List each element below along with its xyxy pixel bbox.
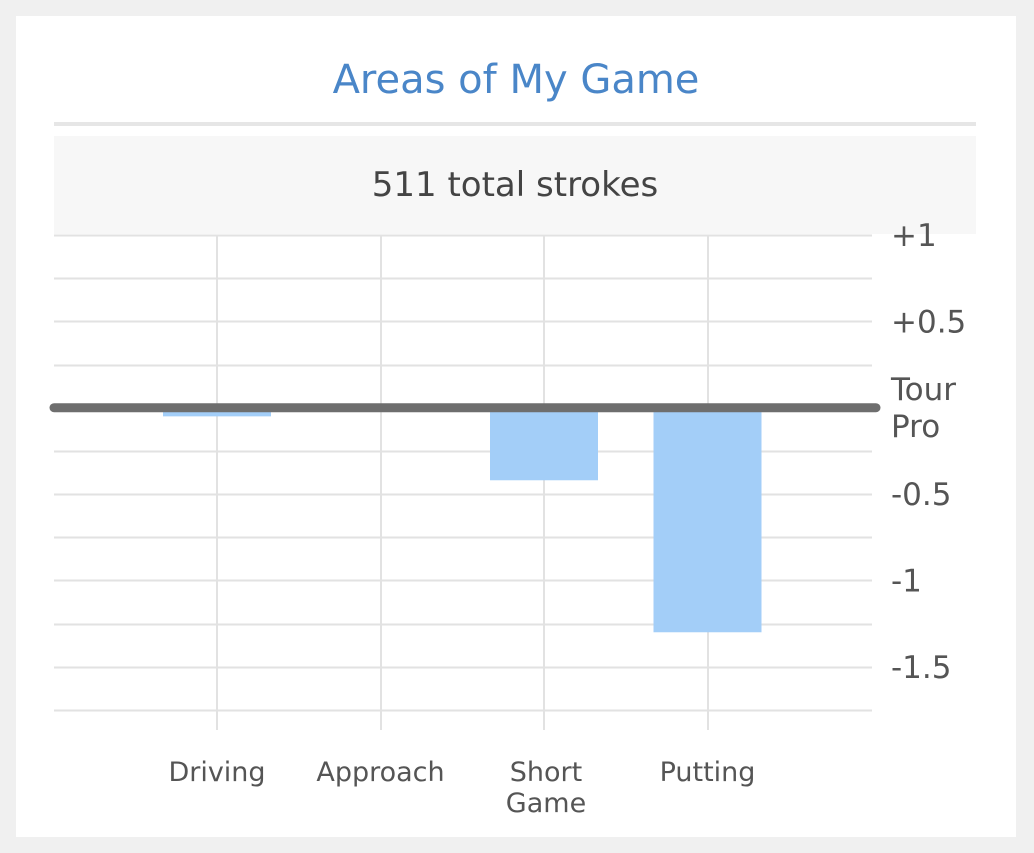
x-category-label-line: Approach (316, 757, 444, 788)
y-tick-label-line: +1 (891, 218, 937, 254)
areas-of-game-card: Areas of My Game 511 total strokes +1 +0.… (16, 16, 1016, 837)
x-category-label-line: Driving (168, 757, 265, 788)
y-tick-label-line: Pro (891, 409, 940, 445)
x-category-label: Driving (168, 757, 265, 788)
x-category-label-line: Game (506, 788, 586, 819)
y-tick-label: -1.5 (891, 650, 952, 686)
x-category-label-line: Short (510, 757, 582, 788)
y-tick-label: -1 (891, 563, 922, 599)
x-category-label-line: Putting (660, 757, 756, 788)
y-tick-label-line: Tour (890, 372, 956, 408)
y-tick-label-line: +0.5 (891, 304, 966, 340)
x-category-label: Putting (660, 757, 756, 788)
x-category-label: Short Game (506, 757, 586, 819)
y-tick-label: +1 (891, 218, 937, 254)
bar-3 (653, 407, 762, 633)
card-title: Areas of My Game (332, 57, 700, 103)
bar-2 (490, 407, 598, 481)
x-category-label: Approach (316, 757, 444, 788)
title-divider (54, 122, 976, 126)
y-tick-label-line: -0.5 (891, 477, 952, 513)
y-tick-label: Tour Pro (890, 372, 956, 445)
y-tick-label: -0.5 (891, 477, 952, 513)
y-tick-label-line: -1 (891, 563, 922, 599)
y-tick-label: +0.5 (891, 304, 966, 340)
strokes-gained-bar-chart: +1 +0.5 Tour Pro -0.5 -1 -1.5 Driving Approach Sh… (49, 218, 966, 819)
total-strokes-summary: 511 total strokes (54, 136, 976, 234)
y-tick-label-line: -1.5 (891, 650, 952, 686)
